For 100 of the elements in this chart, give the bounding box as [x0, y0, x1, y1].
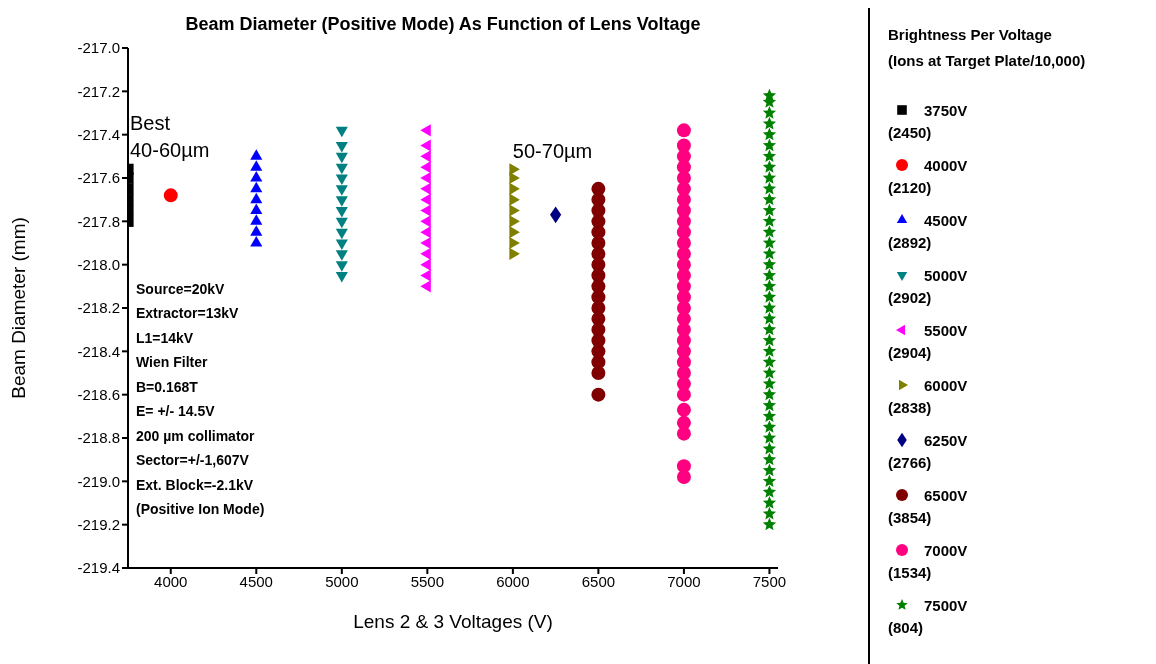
annotation: 50-70µm [512, 139, 593, 164]
point [163, 188, 178, 203]
y-tick-label: -219.2 [77, 515, 120, 533]
point [762, 160, 777, 173]
point [762, 517, 777, 531]
legend-title: Brightness Per Voltage (Ions at Target Plate/10,000) [888, 25, 1086, 71]
point [420, 204, 431, 217]
point [762, 127, 777, 141]
point [762, 485, 777, 498]
point [762, 322, 777, 336]
point [250, 160, 263, 171]
x-axis-title: Lens 2 & 3 Voltages (V) [353, 611, 553, 632]
point [762, 203, 777, 217]
point [762, 171, 777, 184]
point [762, 506, 777, 520]
x-tick-label: 4000 [154, 572, 188, 590]
point [250, 236, 263, 247]
point [762, 398, 777, 412]
point [762, 431, 777, 444]
annotation: Source=20kV [136, 279, 226, 299]
point [420, 247, 431, 260]
legend-label: 6250V (2766) [888, 431, 969, 473]
point [420, 171, 431, 185]
point [676, 387, 691, 402]
point [762, 420, 777, 433]
legend-label: 7500V (804) [888, 596, 969, 638]
point [420, 139, 431, 152]
point [762, 333, 777, 347]
point [591, 387, 606, 402]
annotation: L1=14kV [136, 328, 195, 348]
point [762, 138, 777, 152]
point [762, 236, 777, 249]
annotation: E= +/- 14.5V [136, 402, 216, 422]
point [762, 279, 777, 292]
point [762, 181, 777, 195]
legend-label: 4500V (2892) [888, 211, 969, 253]
legend-label: 6500V (3854) [888, 486, 969, 528]
y-tick-label: -217.6 [77, 169, 120, 187]
y-tick-label: -217.8 [77, 212, 120, 230]
annotation: Best 40-60µm [130, 111, 210, 163]
annotation: 200 µm collimator [136, 426, 256, 446]
x-tick-label: 7000 [667, 572, 701, 590]
point [762, 149, 777, 162]
point [250, 225, 263, 236]
point [420, 193, 431, 206]
point [335, 163, 348, 175]
point [762, 463, 777, 477]
point [762, 301, 777, 314]
point [509, 204, 520, 217]
legend-label: 7000V (1534) [888, 541, 969, 583]
point [762, 387, 777, 401]
x-tick-label: 6500 [581, 572, 616, 590]
y-tick-label: -219.4 [77, 559, 120, 577]
x-tick-label: 5500 [410, 572, 445, 590]
point [509, 193, 520, 206]
point [509, 226, 520, 239]
point [762, 355, 777, 368]
point [420, 280, 431, 293]
point [762, 116, 777, 130]
point [676, 123, 691, 138]
y-tick-label: -217.2 [77, 82, 120, 100]
point [762, 225, 777, 238]
annotation: B=0.168T [136, 377, 199, 397]
chart-title: Beam Diameter (Positive Mode) As Function of Lens Voltage [184, 14, 702, 35]
point [676, 470, 691, 484]
point [335, 250, 348, 261]
point [762, 290, 777, 303]
point [762, 106, 777, 119]
annotation: Extractor=13kV [136, 304, 240, 324]
point [335, 185, 348, 196]
annotation: Ext. Block=-2.1kV [136, 475, 255, 495]
point [762, 366, 777, 379]
point [335, 152, 348, 164]
x-tick-label: 6000 [496, 572, 530, 590]
y-tick-label: -218.2 [77, 299, 120, 317]
point [762, 376, 777, 390]
point [250, 181, 263, 193]
legend-label: 6000V (2838) [888, 376, 969, 418]
y-tick-label: -219.0 [77, 472, 120, 490]
point [420, 269, 431, 282]
point [335, 239, 348, 250]
point [420, 236, 431, 250]
x-tick-label: 4500 [239, 572, 273, 590]
point [762, 192, 777, 206]
y-tick-label: -218.0 [77, 255, 120, 273]
point [420, 182, 431, 195]
legend-label: 4000V (2120) [888, 156, 969, 198]
point [335, 196, 348, 207]
point [509, 215, 520, 228]
point [420, 161, 431, 174]
point [762, 246, 777, 260]
annotation: Sector=+/-1,607V [136, 451, 250, 471]
point [762, 311, 777, 325]
point [250, 214, 263, 225]
point [509, 247, 520, 260]
point [420, 215, 431, 228]
annotation: Wien Filter [136, 353, 209, 373]
point [762, 409, 777, 422]
legend-label: 5500V (2904) [888, 321, 969, 363]
point [509, 182, 520, 195]
